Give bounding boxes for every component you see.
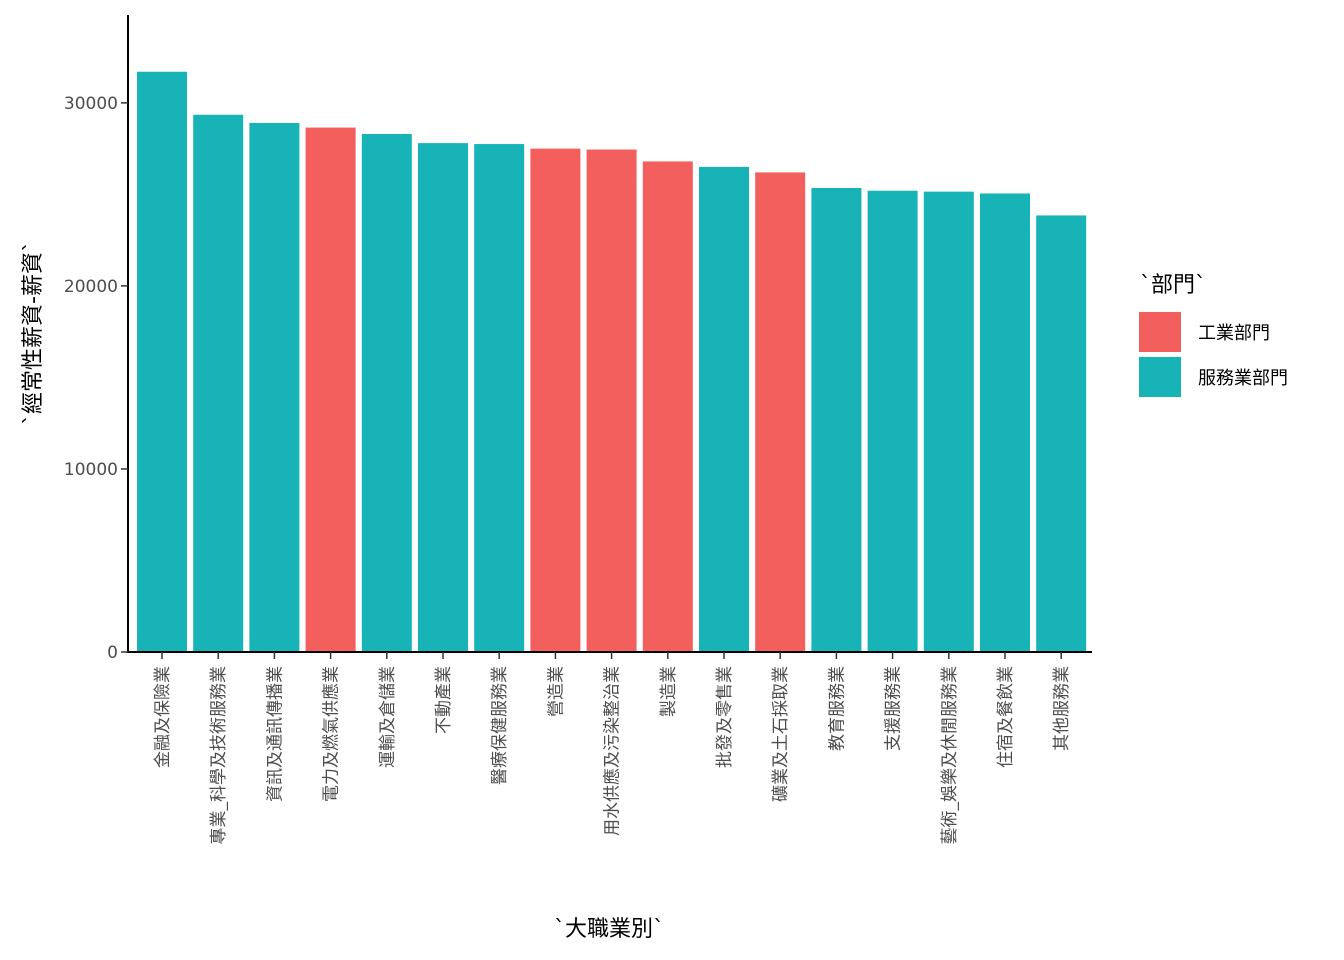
bars-group (137, 71, 1087, 653)
y-tick-label: 10000 (64, 460, 118, 480)
y-tick-label: 20000 (64, 277, 118, 297)
bar (249, 123, 300, 652)
x-tick-label: 營造業 (546, 666, 566, 717)
axes-group (127, 15, 1092, 653)
x-tick-label: 住宿及餐飲業 (996, 666, 1016, 768)
y-ticks-group: 0 10000 20000 30000 (64, 94, 128, 663)
x-tick-label: 礦業及土石採取業 (771, 666, 791, 802)
bar (361, 133, 412, 653)
x-tick-label: 金融及保險業 (153, 666, 173, 768)
bar (137, 71, 187, 653)
bar (305, 127, 356, 652)
bar (474, 144, 525, 653)
x-tick-label: 批發及零售業 (715, 666, 735, 768)
x-tick-label: 用水供應及污染整治業 (602, 666, 623, 836)
bar (530, 148, 581, 652)
x-tick-label: 電力及燃氣供應業 (321, 666, 342, 802)
y-axis-title: `經常性薪資-薪資` (21, 241, 46, 425)
bar (586, 149, 637, 653)
y-tick-label: 30000 (64, 94, 118, 114)
x-ticks-group: 金融及保險業 專業_科學及技術服務業 資訊及通訊傳播業 電力及燃氣供應業 運輸及倉儲業 不… (153, 652, 1072, 845)
x-tick-label: 支援服務業 (884, 666, 904, 751)
x-tick-label: 專業_科學及技術服務業 (209, 666, 229, 845)
legend-swatch (1139, 312, 1181, 352)
x-tick-label: 教育服務業 (827, 666, 847, 751)
bar (418, 143, 468, 652)
legend-label: 工業部門 (1198, 323, 1270, 344)
x-tick-label: 其他服務業 (1052, 666, 1072, 751)
bar (867, 190, 918, 652)
legend-swatch (1139, 357, 1181, 397)
x-tick-label: 醫療保健服務業 (490, 666, 510, 785)
bar (923, 191, 974, 652)
x-tick-label: 資訊及通訊傳播業 (265, 666, 285, 802)
legend-label: 服務業部門 (1198, 368, 1288, 389)
bar (642, 161, 693, 652)
bar (980, 193, 1030, 652)
bar (193, 114, 244, 652)
bar (1036, 215, 1087, 652)
x-tick-label: 運輸及倉儲業 (378, 666, 398, 768)
x-tick-label: 製造業 (659, 666, 679, 717)
legend-title: `部門` (1140, 273, 1206, 298)
bar (811, 187, 862, 653)
x-tick-label: 不動產業 (434, 666, 454, 734)
x-tick-label: 藝術_娛樂及休閒服務業 (940, 666, 960, 845)
bar (755, 172, 806, 653)
x-axis-title: `大職業別` (554, 917, 664, 942)
y-tick-label: 0 (107, 643, 118, 663)
bar (699, 166, 749, 652)
